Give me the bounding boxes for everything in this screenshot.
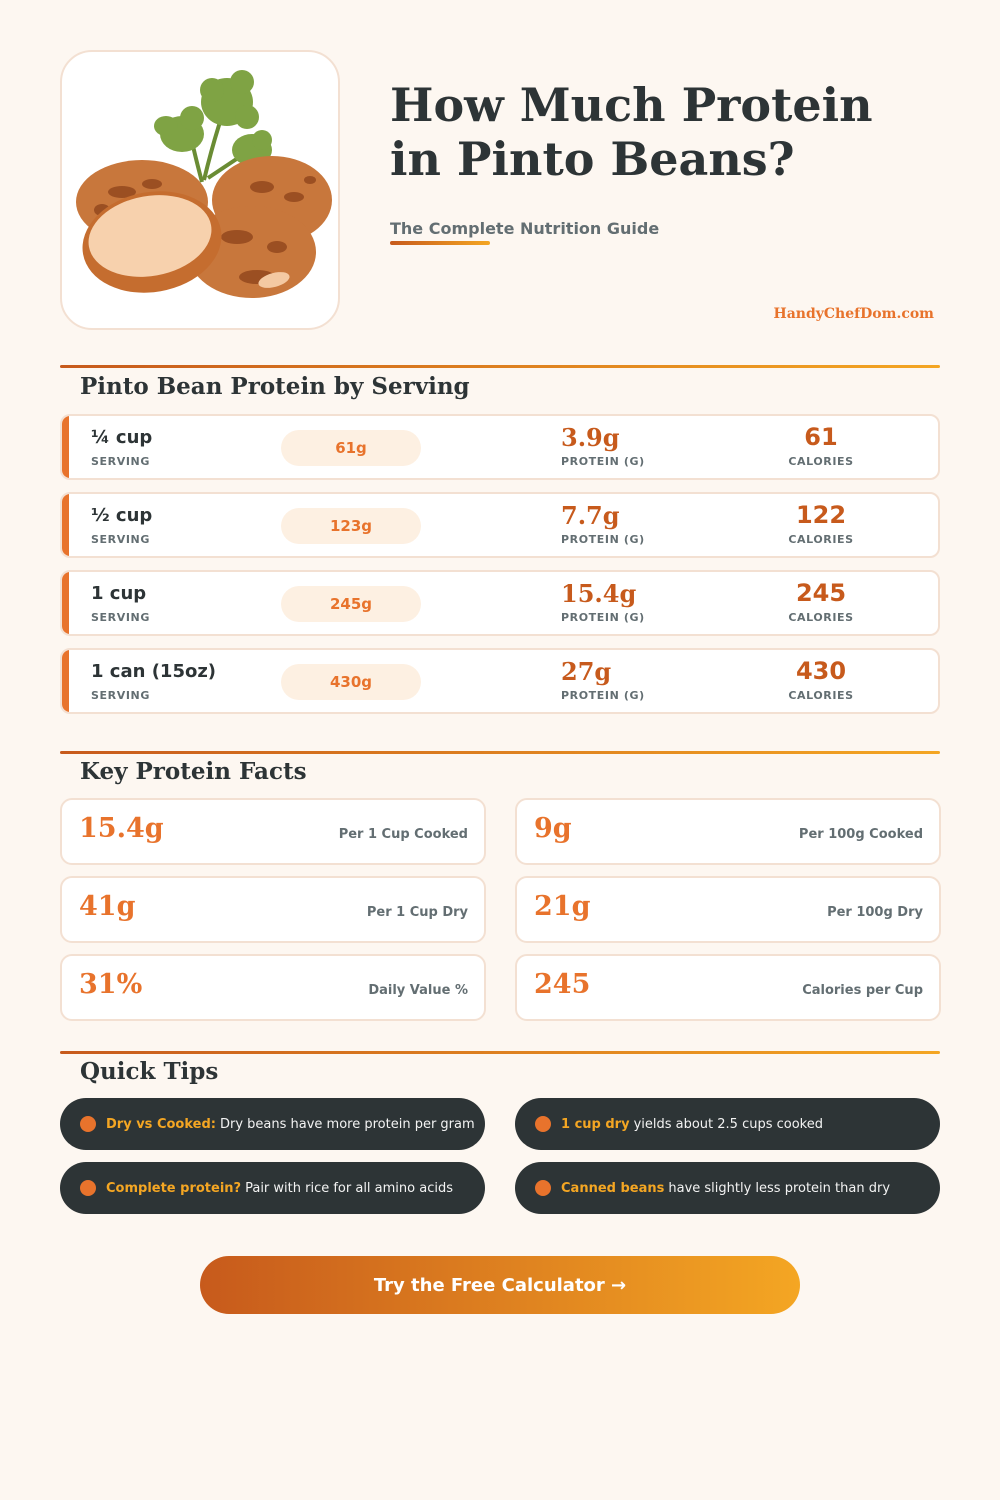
serving-amount: ¼ cup: [91, 427, 153, 448]
title-line-1: How Much Protein: [390, 78, 873, 132]
protein-value: 7.7g: [561, 501, 620, 530]
calories-value: 430: [795, 657, 847, 685]
brand-link[interactable]: HandyChefDom.com: [773, 306, 935, 322]
hero-image-card: [60, 50, 340, 330]
serving-label: SERVING: [91, 611, 150, 624]
fact-card: 41g Per 1 Cup Dry: [60, 876, 486, 943]
page-title: How Much Protein in Pinto Beans?: [390, 78, 950, 186]
tip-item: Dry vs Cooked: Dry beans have more prote…: [60, 1098, 485, 1150]
fact-label: Per 1 Cup Dry: [366, 905, 468, 920]
serving-amount: 1 cup: [91, 583, 147, 604]
pinto-beans-illustration-icon: [76, 70, 332, 298]
fact-card: 15.4g Per 1 Cup Cooked: [60, 798, 486, 865]
section-divider: [60, 751, 940, 754]
protein-value: 27g: [561, 657, 612, 686]
fact-card: 245 Calories per Cup: [515, 954, 941, 1021]
serving-amount: ½ cup: [91, 505, 153, 526]
fact-value: 9g: [534, 813, 572, 844]
calories-label: CALORIES: [788, 689, 854, 702]
bullet-dot-icon: [80, 1180, 96, 1196]
fact-value: 245: [534, 969, 591, 1000]
row-accent-bar: [62, 572, 69, 634]
tip-item: Canned beans have slightly less protein …: [515, 1162, 940, 1214]
row-accent-bar: [62, 416, 69, 478]
calories-value: 122: [795, 501, 847, 529]
serving-label: SERVING: [91, 455, 150, 468]
weight-badge: 61g: [281, 430, 421, 466]
subtitle-underline: [390, 241, 490, 245]
section-title-tips: Quick Tips: [80, 1058, 219, 1085]
serving-label: SERVING: [91, 689, 150, 702]
fact-label: Calories per Cup: [802, 983, 923, 998]
weight-badge: 123g: [281, 508, 421, 544]
tip-highlight: 1 cup dry: [561, 1116, 630, 1132]
fact-value: 31%: [79, 969, 143, 1000]
protein-value: 15.4g: [561, 579, 637, 608]
tip-text: yields about 2.5 cups cooked: [633, 1116, 823, 1132]
protein-label: PROTEIN (G): [561, 533, 645, 546]
bullet-dot-icon: [535, 1180, 551, 1196]
calories-label: CALORIES: [788, 455, 854, 468]
tip-highlight: Canned beans: [561, 1180, 665, 1196]
tip-item: 1 cup dry yields about 2.5 cups cooked: [515, 1098, 940, 1150]
fact-label: Daily Value %: [368, 983, 468, 998]
fact-card: 21g Per 100g Dry: [515, 876, 941, 943]
fact-value: 15.4g: [79, 813, 164, 844]
protein-label: PROTEIN (G): [561, 455, 645, 468]
tip-highlight: Complete protein?: [106, 1180, 242, 1196]
calories-value: 245: [795, 579, 847, 607]
section-divider: [60, 1051, 940, 1054]
fact-label: Per 100g Dry: [827, 905, 923, 920]
fact-card: 31% Daily Value %: [60, 954, 486, 1021]
bullet-dot-icon: [80, 1116, 96, 1132]
tip-highlight: Dry vs Cooked:: [106, 1116, 216, 1132]
serving-row: 1 can (15oz) SERVING 430g 27g PROTEIN (G…: [60, 648, 940, 714]
row-accent-bar: [62, 494, 69, 556]
fact-card: 9g Per 100g Cooked: [515, 798, 941, 865]
row-accent-bar: [62, 650, 69, 712]
protein-value: 3.9g: [561, 423, 620, 452]
bullet-dot-icon: [535, 1116, 551, 1132]
serving-row: 1 cup SERVING 245g 15.4g PROTEIN (G) 245…: [60, 570, 940, 636]
fact-label: Per 100g Cooked: [798, 827, 923, 842]
weight-badge: 430g: [281, 664, 421, 700]
protein-label: PROTEIN (G): [561, 611, 645, 624]
fact-value: 41g: [79, 891, 136, 922]
fact-label: Per 1 Cup Cooked: [338, 827, 468, 842]
subtitle: The Complete Nutrition Guide: [390, 219, 660, 238]
tip-text: Pair with rice for all amino acids: [245, 1180, 453, 1196]
weight-badge: 245g: [281, 586, 421, 622]
tip-text: Dry beans have more protein per gram: [219, 1116, 475, 1132]
tip-text: have slightly less protein than dry: [668, 1180, 891, 1196]
protein-label: PROTEIN (G): [561, 689, 645, 702]
section-title-facts: Key Protein Facts: [80, 758, 307, 785]
section-title-servings: Pinto Bean Protein by Serving: [80, 373, 470, 400]
tip-item: Complete protein? Pair with rice for all…: [60, 1162, 485, 1214]
serving-amount: 1 can (15oz): [91, 661, 217, 682]
section-divider: [60, 365, 940, 368]
serving-row: ½ cup SERVING 123g 7.7g PROTEIN (G) 122 …: [60, 492, 940, 558]
free-calculator-button[interactable]: Try the Free Calculator →: [200, 1256, 800, 1314]
title-line-2: in Pinto Beans?: [390, 132, 795, 186]
serving-label: SERVING: [91, 533, 150, 546]
calories-value: 61: [804, 423, 838, 451]
serving-row: ¼ cup SERVING 61g 3.9g PROTEIN (G) 61 CA…: [60, 414, 940, 480]
calories-label: CALORIES: [788, 611, 854, 624]
fact-value: 21g: [534, 891, 591, 922]
calories-label: CALORIES: [788, 533, 854, 546]
